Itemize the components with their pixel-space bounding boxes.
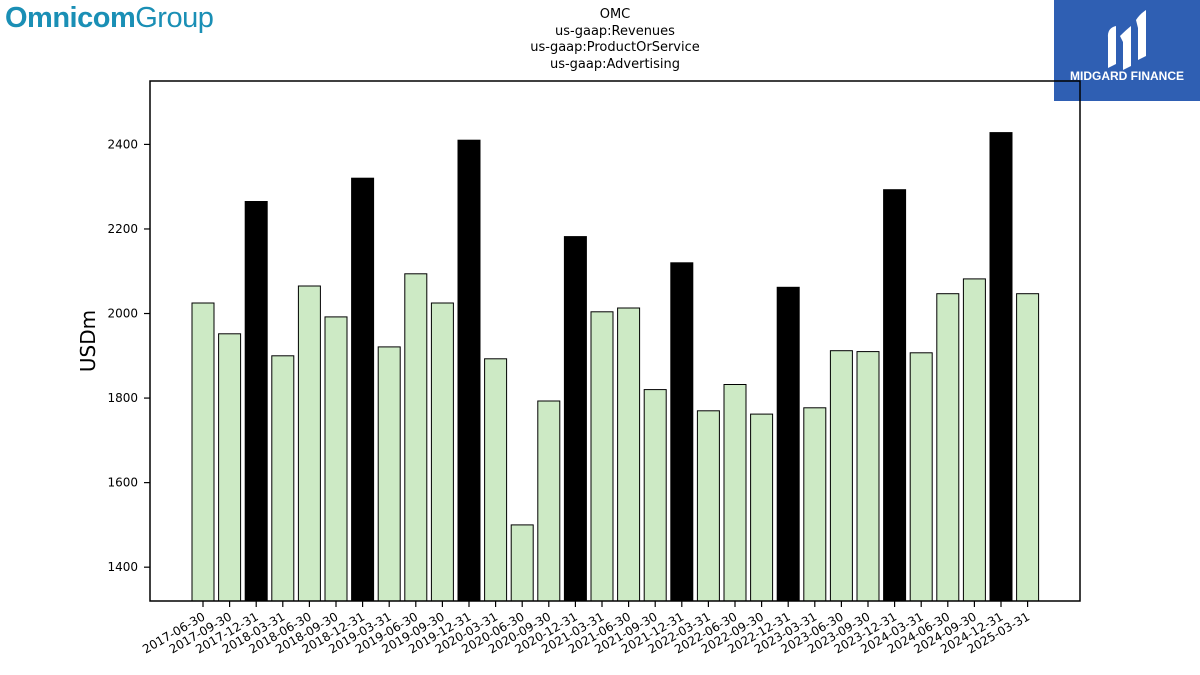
bar	[962, 278, 986, 602]
midgard-monogram-icon	[1107, 10, 1146, 70]
bar	[484, 358, 508, 602]
y-tick-label: 2200	[107, 222, 138, 236]
omnicom-group-logo: OmnicomGroup	[5, 2, 214, 34]
logo-text-group: Group	[135, 2, 214, 34]
logo-text-omnicom: Omnicom	[5, 2, 136, 34]
bar	[218, 333, 242, 602]
chart-title-line-2: us-gaap:Revenues	[555, 23, 675, 39]
chart-title-line-4: us-gaap:Advertising	[549, 56, 681, 72]
bar	[696, 410, 720, 602]
bar	[909, 352, 933, 602]
bar	[670, 262, 694, 602]
y-tick-label: 2000	[107, 307, 138, 321]
bar	[404, 273, 428, 602]
y-tick-label: 2400	[107, 137, 138, 151]
bar	[989, 132, 1013, 602]
bar	[829, 350, 853, 602]
bar	[750, 413, 774, 602]
y-tick-label: 1400	[107, 560, 138, 574]
bar	[723, 384, 747, 602]
midgard-finance-logo: MIDGARD FINANCE	[1054, 0, 1200, 101]
bar	[936, 293, 960, 602]
bar	[430, 302, 454, 602]
y-tick-label: 1600	[107, 476, 138, 490]
chart-title-line-1: OMC	[599, 7, 631, 22]
bar	[590, 311, 614, 602]
bar	[244, 201, 268, 602]
chart-title: OMC us-gaap:Revenues us-gaap:ProductOrSe…	[415, 7, 815, 73]
midgard-finance-label: MIDGARD FINANCE	[1070, 69, 1184, 83]
bar	[377, 346, 401, 602]
bar	[537, 400, 561, 602]
bar	[297, 285, 321, 602]
y-axis-label: USDm	[76, 310, 100, 372]
bar	[351, 177, 375, 602]
bar	[803, 407, 827, 602]
bar	[271, 355, 295, 602]
bar	[324, 316, 348, 602]
bar	[191, 302, 215, 602]
bar	[510, 524, 534, 602]
bar	[883, 189, 907, 602]
bar	[563, 236, 587, 602]
y-tick-label: 1800	[107, 391, 138, 405]
chart-title-line-3: us-gaap:ProductOrService	[530, 40, 700, 55]
bar	[776, 286, 800, 602]
bar	[1016, 293, 1040, 602]
bar	[617, 307, 641, 602]
bar	[643, 389, 667, 602]
plot-frame	[149, 80, 1081, 602]
bar	[457, 139, 481, 602]
bar	[856, 351, 880, 602]
